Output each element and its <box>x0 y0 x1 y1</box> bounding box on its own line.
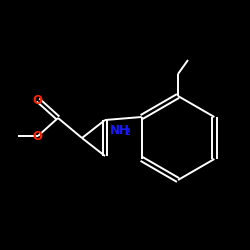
Text: NH: NH <box>110 124 130 136</box>
Text: 2: 2 <box>124 128 130 137</box>
Text: O: O <box>32 94 42 106</box>
Text: O: O <box>32 130 42 142</box>
